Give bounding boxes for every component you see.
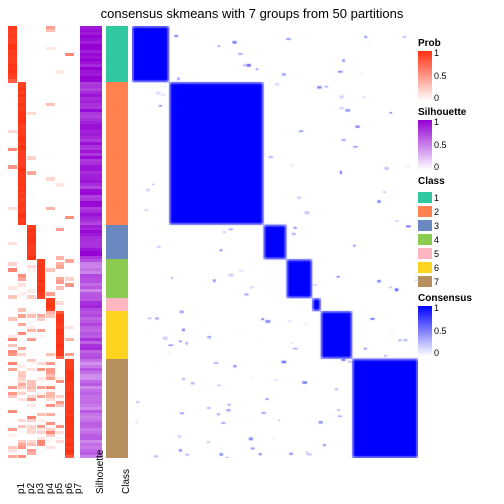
- legend-gradient-ticks: 10.50: [432, 306, 454, 356]
- legend-class-item: 1: [418, 189, 502, 203]
- legend-area: Prob10.50Silhouette10.50Class1234567Cons…: [418, 38, 502, 362]
- legend-class-item: 2: [418, 203, 502, 217]
- legend-swatch-label: 2: [434, 207, 439, 217]
- legend-title: Silhouette: [418, 107, 502, 118]
- legend-gradient-bar: [418, 51, 432, 101]
- prob-track-p6: [56, 26, 65, 458]
- legend-swatch-label: 5: [434, 249, 439, 259]
- prob-track-p5: [46, 26, 55, 458]
- legend-gradient-ticks: 10.50: [432, 51, 454, 101]
- legend-swatch-label: 6: [434, 263, 439, 273]
- legend-swatch: [418, 192, 432, 203]
- x-label: p7: [73, 483, 84, 494]
- legend-swatch-label: 1: [434, 193, 439, 203]
- x-axis-labels: p1p2p3p4p5p6p7SilhouetteClass: [8, 460, 418, 500]
- legend-swatch: [418, 220, 432, 231]
- legend-silhouette: Silhouette10.50: [418, 107, 502, 170]
- legend-swatch: [418, 206, 432, 217]
- chart-title: consensus skmeans with 7 groups from 50 …: [0, 0, 504, 23]
- legend-class-item: 5: [418, 245, 502, 259]
- prob-track-p3: [27, 26, 36, 458]
- legend-prob: Prob10.50: [418, 38, 502, 101]
- silhouette-track: [80, 26, 102, 458]
- legend-swatch-label: 7: [434, 277, 439, 287]
- legend-title: Prob: [418, 38, 502, 49]
- legend-consensus: Consensus10.50: [418, 293, 502, 356]
- legend-class-item: 3: [418, 217, 502, 231]
- prob-track-p7: [65, 26, 74, 458]
- legend-swatch-label: 4: [434, 235, 439, 245]
- x-label: Silhouette: [95, 450, 106, 494]
- legend-tick: 0.5: [434, 326, 447, 336]
- legend-tick: 0: [434, 162, 439, 172]
- legend-tick: 0: [434, 348, 439, 358]
- legend-class-item: 6: [418, 259, 502, 273]
- legend-tick: 1: [434, 117, 439, 127]
- legend-swatch-label: 3: [434, 221, 439, 231]
- prob-track-p2: [18, 26, 27, 458]
- x-label: Class: [121, 469, 132, 494]
- heatmap-area: [8, 26, 418, 458]
- legend-swatch: [418, 262, 432, 273]
- legend-title: Consensus: [418, 293, 502, 304]
- legend-class-item: 7: [418, 273, 502, 287]
- legend-swatch: [418, 234, 432, 245]
- class-track: [106, 26, 128, 458]
- prob-track-p1: [8, 26, 17, 458]
- legend-title: Class: [418, 176, 502, 187]
- legend-class-item: 4: [418, 231, 502, 245]
- prob-track-p4: [37, 26, 46, 458]
- legend-gradient-bar: [418, 120, 432, 170]
- legend-tick: 1: [434, 303, 439, 313]
- legend-gradient-bar: [418, 306, 432, 356]
- consensus-matrix: [132, 26, 418, 458]
- legend-gradient-ticks: 10.50: [432, 120, 454, 170]
- legend-tick: 0.5: [434, 140, 447, 150]
- legend-swatch: [418, 248, 432, 259]
- legend-tick: 0: [434, 93, 439, 103]
- legend-class: Class 1 2 3 4 5 6 7: [418, 176, 502, 287]
- legend-tick: 1: [434, 48, 439, 58]
- legend-tick: 0.5: [434, 71, 447, 81]
- legend-swatch: [418, 276, 432, 287]
